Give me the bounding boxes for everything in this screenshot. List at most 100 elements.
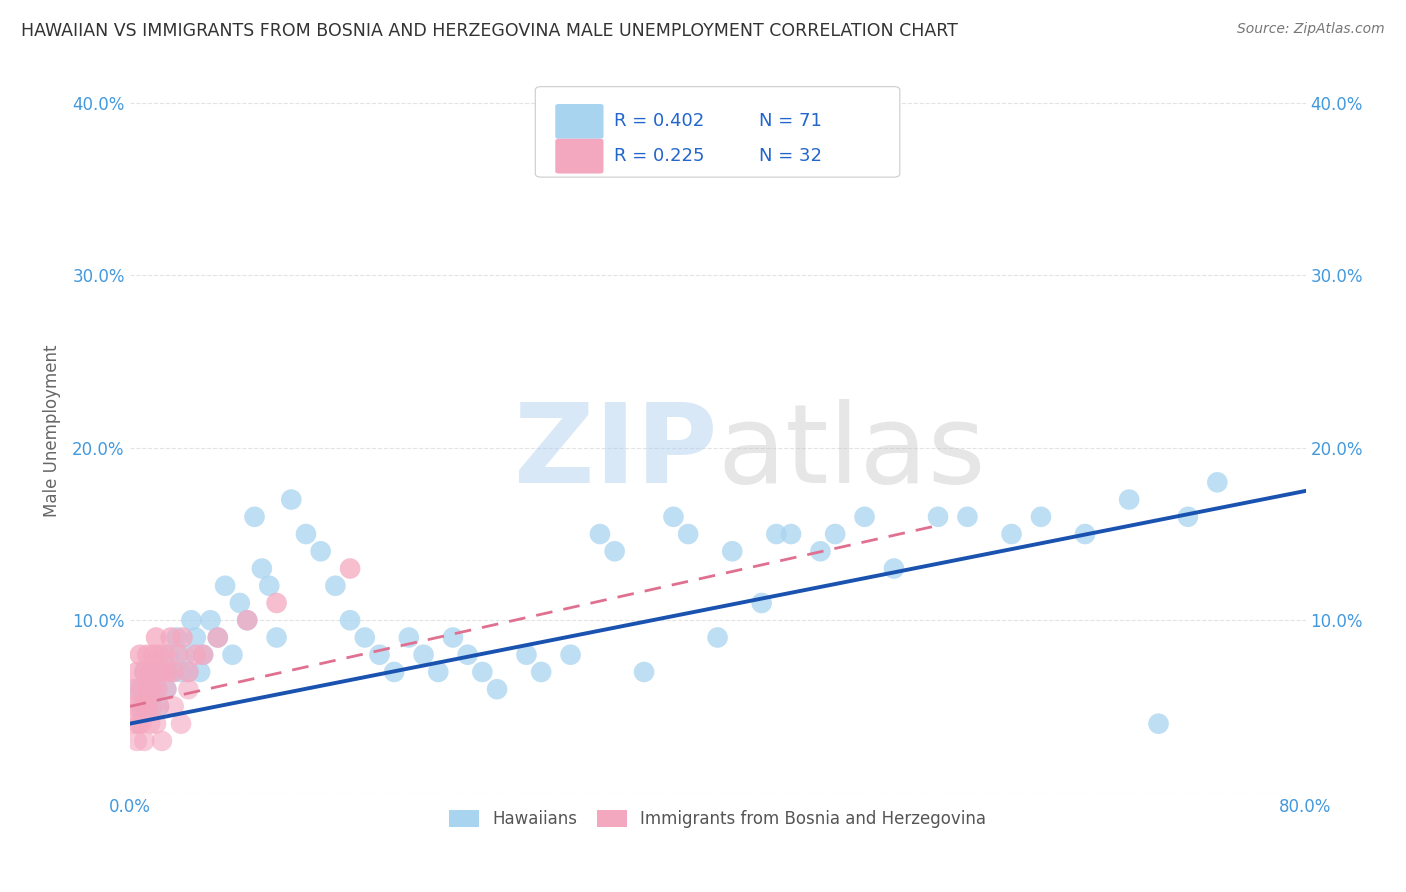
Point — [150, 665, 173, 679]
Point — [150, 734, 173, 748]
Point — [148, 699, 170, 714]
Point — [142, 665, 165, 679]
Point — [243, 509, 266, 524]
Point — [883, 561, 905, 575]
Point — [325, 579, 347, 593]
Text: HAWAIIAN VS IMMIGRANTS FROM BOSNIA AND HERZEGOVINA MALE UNEMPLOYMENT CORRELATION: HAWAIIAN VS IMMIGRANTS FROM BOSNIA AND H… — [21, 22, 957, 40]
Point — [339, 561, 361, 575]
Point — [172, 631, 194, 645]
Point — [295, 527, 318, 541]
Point — [148, 699, 170, 714]
Point — [125, 734, 148, 748]
Point — [339, 613, 361, 627]
Point — [280, 492, 302, 507]
Point — [1074, 527, 1097, 541]
Point — [221, 648, 243, 662]
Point — [1147, 716, 1170, 731]
Point — [229, 596, 252, 610]
Point — [150, 665, 173, 679]
Point — [1206, 475, 1229, 490]
Point — [128, 648, 150, 662]
Point — [153, 648, 176, 662]
Point — [145, 631, 167, 645]
Point — [157, 648, 180, 662]
Point — [136, 699, 159, 714]
Point — [412, 648, 434, 662]
Point — [156, 665, 179, 679]
Point — [134, 665, 156, 679]
Point — [214, 579, 236, 593]
Point — [177, 665, 200, 679]
Point — [138, 682, 160, 697]
Point — [170, 716, 193, 731]
Point — [721, 544, 744, 558]
Point — [142, 648, 165, 662]
Text: R = 0.402: R = 0.402 — [614, 112, 704, 130]
Point — [170, 665, 193, 679]
Point — [125, 682, 148, 697]
Point — [124, 699, 146, 714]
Point — [676, 527, 699, 541]
Text: R = 0.225: R = 0.225 — [614, 147, 704, 165]
Point — [145, 716, 167, 731]
Point — [368, 648, 391, 662]
Point — [706, 631, 728, 645]
Point — [139, 665, 162, 679]
Point — [530, 665, 553, 679]
Point — [159, 631, 181, 645]
Point — [751, 596, 773, 610]
Point — [266, 596, 288, 610]
Point — [139, 716, 162, 731]
Point — [427, 665, 450, 679]
Point — [1029, 509, 1052, 524]
Point — [560, 648, 582, 662]
Point — [148, 648, 170, 662]
Point — [131, 699, 153, 714]
Point — [167, 648, 190, 662]
Text: atlas: atlas — [717, 399, 986, 506]
Point — [309, 544, 332, 558]
Point — [200, 613, 222, 627]
Point — [236, 613, 259, 627]
Point — [143, 665, 166, 679]
Point — [191, 648, 214, 662]
Point — [122, 682, 145, 697]
Point — [927, 509, 949, 524]
Point — [127, 716, 149, 731]
Point — [810, 544, 832, 558]
Point — [136, 682, 159, 697]
Point — [207, 631, 229, 645]
Point — [131, 682, 153, 697]
Point — [266, 631, 288, 645]
Point — [127, 699, 149, 714]
Point — [236, 613, 259, 627]
Point — [603, 544, 626, 558]
Point — [141, 699, 163, 714]
Point — [956, 509, 979, 524]
Point — [131, 716, 153, 731]
Point — [633, 665, 655, 679]
Point — [177, 682, 200, 697]
Point — [136, 648, 159, 662]
Point — [166, 631, 188, 645]
Point — [486, 682, 509, 697]
Point — [134, 665, 156, 679]
Point — [177, 665, 200, 679]
Text: Source: ZipAtlas.com: Source: ZipAtlas.com — [1237, 22, 1385, 37]
Point — [125, 665, 148, 679]
Point — [141, 682, 163, 697]
Point — [146, 682, 169, 697]
Point — [1000, 527, 1022, 541]
Point — [457, 648, 479, 662]
FancyBboxPatch shape — [536, 87, 900, 178]
Point — [184, 631, 207, 645]
Point — [515, 648, 537, 662]
Point — [207, 631, 229, 645]
Point — [188, 665, 211, 679]
Point — [163, 665, 186, 679]
Point — [155, 682, 177, 697]
Point — [780, 527, 803, 541]
Point — [853, 509, 876, 524]
Point — [662, 509, 685, 524]
Point — [163, 699, 186, 714]
